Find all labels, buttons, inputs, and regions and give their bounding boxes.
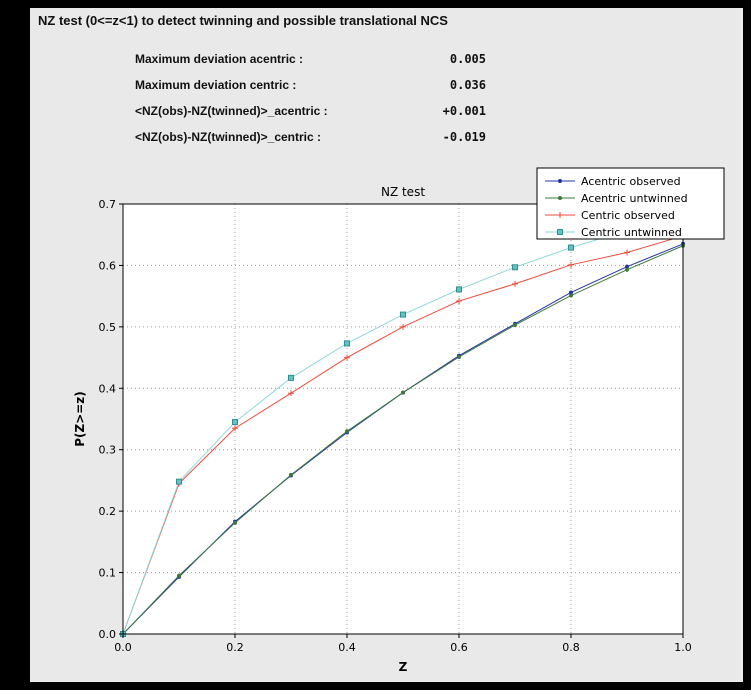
legend-label: Centric observed bbox=[581, 209, 675, 222]
svg-text:0.6: 0.6 bbox=[99, 259, 117, 272]
svg-text:0.2: 0.2 bbox=[99, 505, 117, 518]
nz-test-chart: 0.0 0.2 0.4 0.6 0.8 1.0 0.0 0.1 0.2 0.3 0.4 0.5 0.6 0… bbox=[70, 165, 730, 680]
svg-text:0.0: 0.0 bbox=[99, 628, 117, 641]
svg-text:0.4: 0.4 bbox=[99, 382, 117, 395]
legend-label: Acentric observed bbox=[581, 175, 681, 188]
svg-text:0.6: 0.6 bbox=[450, 641, 468, 654]
stat-value: 0.005 bbox=[449, 52, 486, 66]
plot-area bbox=[123, 204, 683, 634]
legend-label: Acentric untwinned bbox=[581, 192, 688, 205]
stat-label: <NZ(obs)-NZ(twinned)>_acentric : bbox=[135, 104, 328, 118]
x-axis-label: Z bbox=[399, 660, 408, 674]
nz-test-report-panel: NZ test (0<=z<1) to detect twinning and … bbox=[30, 8, 743, 682]
stat-label: Maximum deviation centric : bbox=[135, 78, 297, 92]
svg-text:0.5: 0.5 bbox=[99, 321, 117, 334]
chart-legend: Acentric observed Acentric untwinned Centr… bbox=[536, 167, 725, 240]
svg-text:0.3: 0.3 bbox=[99, 444, 117, 457]
y-axis-label: P(Z>=z) bbox=[73, 391, 87, 447]
svg-text:0.0: 0.0 bbox=[114, 641, 132, 654]
legend-label: Centric untwinned bbox=[581, 226, 682, 239]
stats-block: Maximum deviation acentric : 0.005 Maximu… bbox=[135, 52, 486, 156]
axis-tick-labels: 0.0 0.2 0.4 0.6 0.8 1.0 0.0 0.1 0.2 0.3 0.4 0.5 0.6 0… bbox=[99, 198, 692, 654]
stat-row: <NZ(obs)-NZ(twinned)>_acentric : +0.001 bbox=[135, 104, 486, 130]
svg-text:0.8: 0.8 bbox=[562, 641, 580, 654]
chart-title: NZ test bbox=[381, 185, 425, 199]
stat-value: -0.019 bbox=[442, 130, 486, 144]
plot-border bbox=[122, 203, 684, 635]
svg-text:0.2: 0.2 bbox=[226, 641, 244, 654]
svg-text:0.4: 0.4 bbox=[338, 641, 356, 654]
stat-row: <NZ(obs)-NZ(twinned)>_centric : -0.019 bbox=[135, 130, 486, 156]
stat-value: +0.001 bbox=[442, 104, 486, 118]
stat-label: <NZ(obs)-NZ(twinned)>_centric : bbox=[135, 130, 322, 144]
svg-text:0.7: 0.7 bbox=[99, 198, 117, 211]
page-title: NZ test (0<=z<1) to detect twinning and … bbox=[38, 13, 448, 28]
chart-canvas: 0.0 0.2 0.4 0.6 0.8 1.0 0.0 0.1 0.2 0.3 0.4 0.5 0.6 0… bbox=[73, 167, 725, 674]
stat-row: Maximum deviation centric : 0.036 bbox=[135, 78, 486, 104]
axis-ticks bbox=[119, 203, 684, 638]
stat-row: Maximum deviation acentric : 0.005 bbox=[135, 52, 486, 78]
svg-text:1.0: 1.0 bbox=[674, 641, 692, 654]
stat-value: 0.036 bbox=[449, 78, 486, 92]
stat-label: Maximum deviation acentric : bbox=[135, 52, 304, 66]
svg-text:0.1: 0.1 bbox=[99, 567, 117, 580]
